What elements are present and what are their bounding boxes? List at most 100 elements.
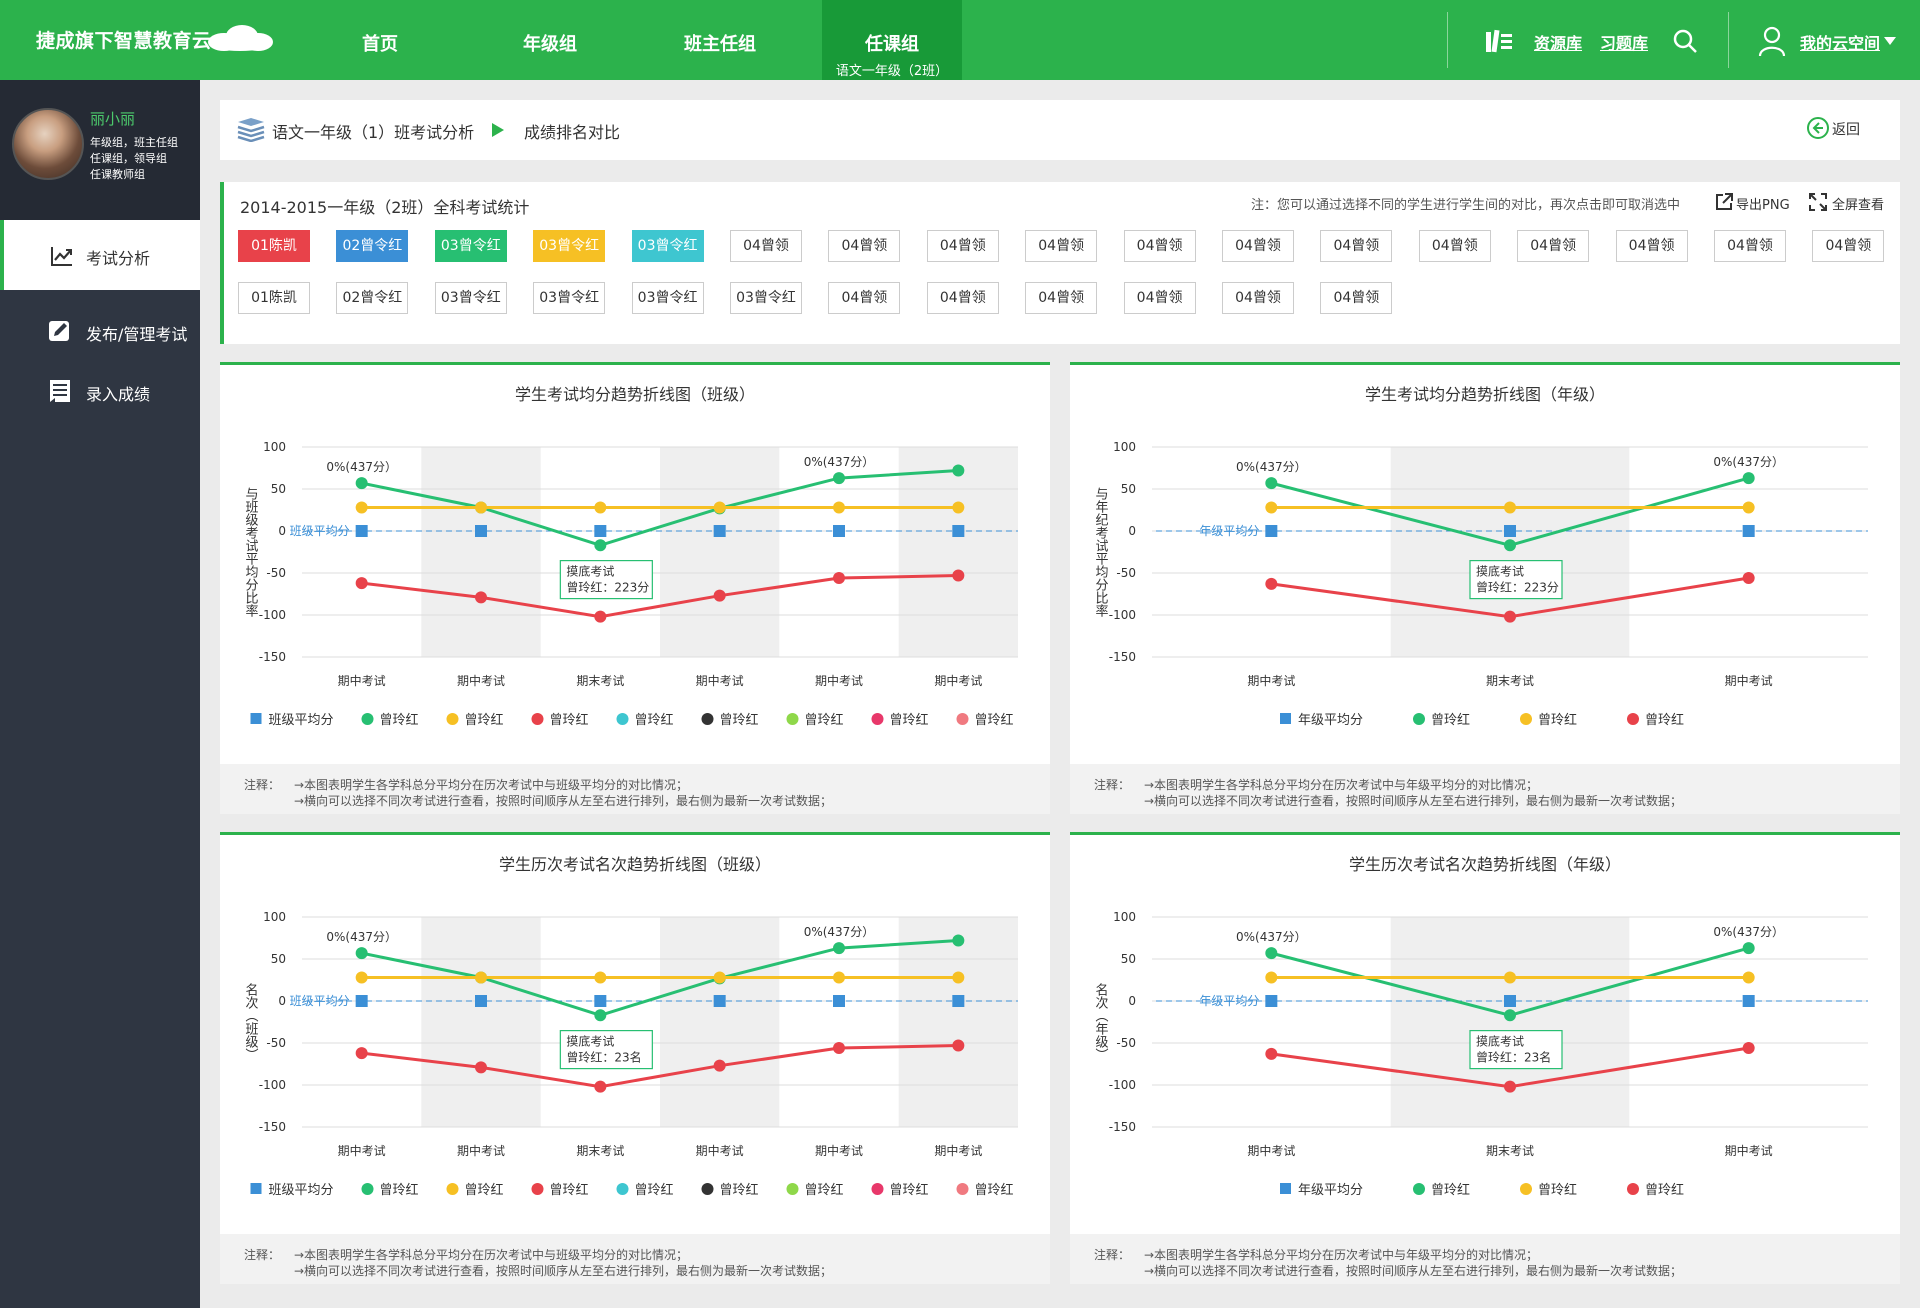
nav-home[interactable]: 首页 [362, 34, 398, 55]
student-chip[interactable]: 03曾令红 [631, 230, 704, 262]
student-chip[interactable]: 03曾令红 [533, 230, 606, 262]
my-cloud-space-link[interactable]: 我的云空间 [1800, 34, 1881, 53]
data-point [1742, 472, 1755, 485]
data-point [833, 525, 845, 537]
stats-title: 2014-2015一年级（2班）全科考试统计 [240, 198, 530, 217]
chevron-down-icon[interactable] [1884, 37, 1896, 45]
data-point [1504, 501, 1516, 514]
student-chip[interactable]: 04曾领 [1320, 230, 1393, 262]
nav-grade-group[interactable]: 年级组 [523, 34, 577, 55]
note-line: →本图表明学生各学科总分平均分在历次考试中与年级平均分的对比情况； [1144, 778, 1539, 792]
student-chip[interactable]: 03曾令红 [434, 282, 507, 314]
nav-head-teacher-group[interactable]: 班主任组 [684, 34, 756, 55]
legend-swatch [786, 713, 799, 725]
line-chart: 100 50 0 -50 -100 -150 名次（班级） 期中考试 期中考试 期末考试 期中考试 期… [243, 910, 1018, 1198]
back-icon[interactable] [1806, 116, 1830, 140]
x-tick-label: 期中考试 [1247, 673, 1295, 688]
data-point [1265, 995, 1278, 1007]
plot-band [898, 917, 1018, 1127]
data-point [713, 995, 726, 1007]
avatar[interactable] [12, 108, 84, 180]
data-point [594, 539, 607, 552]
student-chip[interactable]: 02曾令红 [336, 230, 409, 262]
student-chip[interactable]: 03曾令红 [631, 282, 704, 314]
nav-teaching-group-sub: 语文一年级（2班） [835, 64, 949, 79]
chart-card: 学生考试均分趋势折线图（班级） 100 50 0 -50 -100 -150 与班级考试平均分… [220, 362, 1050, 814]
legend-swatch [250, 713, 262, 724]
data-point [833, 1042, 845, 1055]
student-chip[interactable]: 04曾领 [1025, 230, 1098, 262]
student-chip[interactable]: 04曾领 [1812, 230, 1885, 262]
student-chip[interactable]: 03曾令红 [434, 230, 507, 262]
student-chip[interactable]: 04曾领 [1615, 230, 1688, 262]
resource-library-link[interactable]: 资源库 [1534, 34, 1583, 53]
breadcrumb: 语文一年级（1）班考试分析 成绩排名对比 返回 [220, 100, 1900, 160]
data-point [594, 610, 607, 623]
student-chip[interactable]: 04曾领 [1123, 282, 1196, 314]
x-tick-label: 期中考试 [338, 1143, 386, 1158]
data-point [475, 971, 487, 984]
fullscreen-icon[interactable] [1808, 192, 1828, 212]
sidebar-item-exam-analysis[interactable]: 考试分析 [0, 220, 200, 290]
student-chip[interactable]: 04曾领 [1418, 230, 1491, 262]
nav-teaching-group[interactable]: 任课组 语文一年级（2班） [822, 0, 962, 80]
data-point [1504, 1080, 1516, 1093]
y-tick-label: 0 [278, 994, 286, 1008]
user-role: 任课教师组 [90, 168, 145, 181]
student-chip[interactable]: 04曾领 [1222, 230, 1294, 262]
student-chip[interactable]: 04曾领 [730, 230, 802, 262]
student-chip[interactable]: 04曾领 [926, 230, 999, 262]
data-label: 0%(437分） [1236, 460, 1307, 474]
data-point [952, 569, 965, 582]
chart-title: 学生历次考试名次趋势折线图（年级） [1348, 855, 1621, 874]
back-button[interactable]: 返回 [1832, 122, 1860, 138]
student-chip[interactable]: 04曾领 [1320, 282, 1393, 314]
student-chip[interactable]: 04曾领 [1714, 230, 1786, 262]
student-chip[interactable]: 04曾领 [1025, 282, 1098, 314]
legend-swatch [1280, 1183, 1291, 1194]
tooltip-value: 曾玲红：23名 [566, 1050, 641, 1065]
legend-label: 曾玲红 [550, 712, 589, 728]
student-chip[interactable]: 03曾令红 [730, 282, 802, 314]
cloud-logo-icon [208, 25, 273, 51]
export-icon[interactable] [1714, 192, 1734, 212]
breadcrumb-item[interactable]: 语文一年级（1）班考试分析 [272, 123, 475, 142]
legend-swatch [956, 1183, 969, 1195]
profile-card: 丽小丽 年级组，班主任组 任课组，领导组 任课教师组 [0, 80, 200, 220]
note-line: →横向可以选择不同次考试进行查看，按照时间顺序从左至右进行排列，最右侧为最新一次… [294, 794, 833, 808]
note-line: →横向可以选择不同次考试进行查看，按照时间顺序从左至右进行排列，最右侧为最新一次… [1144, 794, 1683, 808]
legend-label: 曾玲红 [975, 1182, 1014, 1198]
student-chip[interactable]: 02曾令红 [336, 282, 409, 314]
x-tick-label: 期中考试 [457, 673, 505, 688]
student-chip[interactable]: 01陈凯 [238, 230, 310, 262]
export-png-button[interactable]: 导出PNG [1736, 198, 1790, 213]
books-icon[interactable] [1484, 28, 1514, 54]
data-point [355, 1047, 368, 1060]
student-chip[interactable]: 03曾令红 [533, 282, 606, 314]
exercise-library-link[interactable]: 习题库 [1600, 34, 1649, 53]
sidebar-item-manage-exam[interactable]: 发布/管理考试 [0, 296, 200, 366]
data-point [1265, 577, 1278, 590]
user-icon[interactable] [1758, 25, 1786, 57]
student-chip[interactable]: 04曾领 [926, 282, 999, 314]
student-chip[interactable]: 01陈凯 [238, 282, 310, 314]
student-chip[interactable]: 04曾领 [1222, 282, 1294, 314]
student-chip[interactable]: 04曾领 [828, 230, 901, 262]
data-point [952, 995, 965, 1007]
edit-icon [49, 321, 69, 341]
sidebar-item-enter-scores[interactable]: 录入成绩 [0, 356, 200, 426]
student-chip[interactable]: 04曾领 [1123, 230, 1196, 262]
data-point [355, 995, 368, 1007]
legend-swatch [786, 1183, 799, 1195]
y-tick-label: -50 [266, 566, 286, 580]
data-point [833, 971, 845, 984]
y-tick-label: 50 [1121, 482, 1136, 496]
legend-label: 曾玲红 [1538, 712, 1577, 728]
student-chip[interactable]: 04曾领 [1517, 230, 1590, 262]
y-axis-label: 名次（班级） [243, 982, 259, 1061]
fullscreen-button[interactable]: 全屏查看 [1832, 198, 1885, 213]
plot-band [898, 447, 1018, 657]
student-chip[interactable]: 04曾领 [828, 282, 901, 314]
search-icon[interactable] [1672, 28, 1698, 54]
